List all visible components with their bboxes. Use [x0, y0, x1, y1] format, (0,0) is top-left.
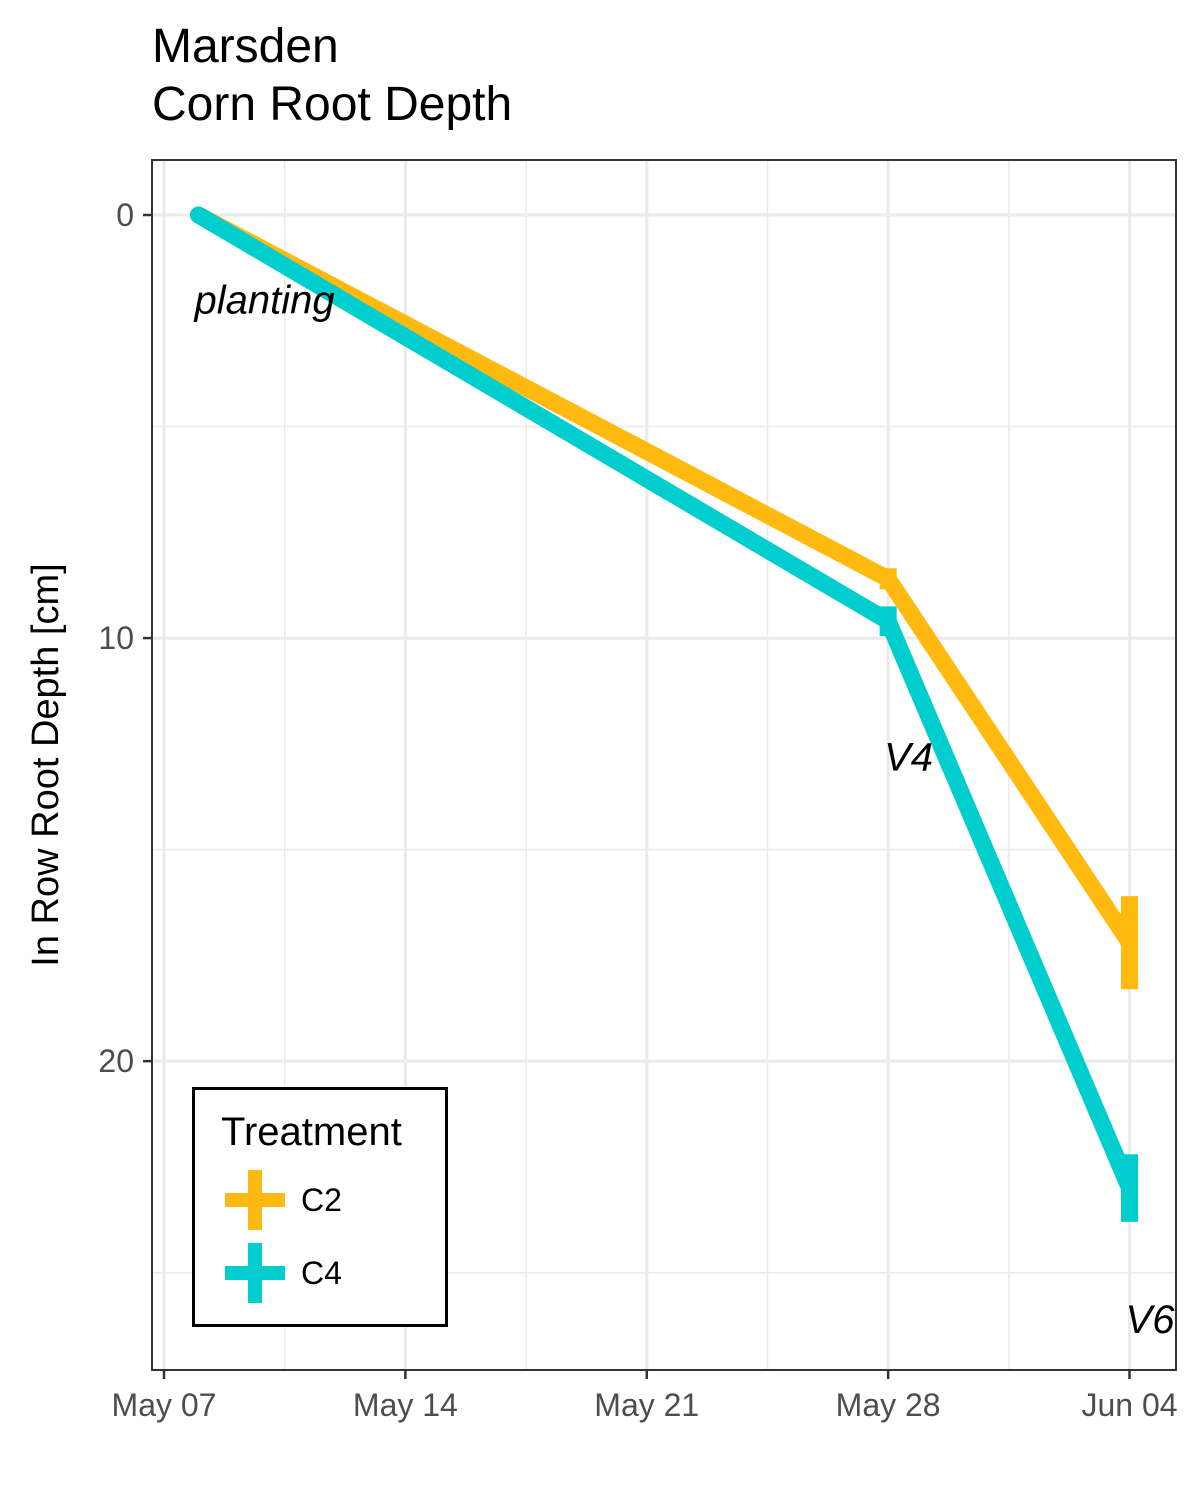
- y-tick-label: 20: [98, 1043, 134, 1079]
- chart-title: Marsden: [152, 20, 339, 73]
- data-point-c4: [886, 619, 891, 624]
- chart-subtitle: Corn Root Depth: [152, 78, 513, 131]
- data-point-c4: [1127, 1186, 1132, 1191]
- data-point-c2: [1127, 940, 1132, 945]
- x-tick-label: May 28: [836, 1387, 941, 1423]
- y-tick-label: 0: [116, 197, 134, 233]
- grid-lines: [152, 160, 1176, 1370]
- stage-annotation: planting: [193, 279, 334, 323]
- legend-key-c2: [225, 1170, 285, 1230]
- x-tick-label: May 14: [353, 1387, 458, 1423]
- legend-item-c4: C4: [225, 1243, 425, 1303]
- x-tick-label: Jun 04: [1081, 1387, 1177, 1423]
- legend-label-c2: C2: [301, 1182, 342, 1218]
- annotation-layer: planting V4 V6: [193, 279, 1175, 1343]
- x-tick-label: May 21: [594, 1387, 699, 1423]
- legend-title: Treatment: [221, 1110, 402, 1154]
- chart-title-block: Marsden Corn Root Depth: [152, 18, 512, 134]
- series-line-c4: [189, 206, 1139, 1197]
- legend-key-c4: [225, 1243, 285, 1303]
- stage-annotation: V6: [1126, 1298, 1176, 1342]
- legend-item-c2: C2: [225, 1170, 425, 1230]
- x-tick-label: May 07: [112, 1387, 217, 1423]
- data-point-c4: [196, 213, 201, 217]
- y-tick-label: 10: [98, 620, 134, 656]
- legend-key-c4-bar-v: [248, 1243, 262, 1303]
- data-point-c2: [886, 576, 891, 581]
- panel-border: [151, 159, 1177, 1371]
- axes: May 07 May 14 May 21 May 28 Jun 04 0 10 20: [98, 197, 1177, 1423]
- legend-key-c2-bar-v: [248, 1170, 262, 1230]
- legend-label-c4: C4: [301, 1255, 342, 1291]
- series-layer: [189, 206, 1139, 1222]
- stage-annotation: V4: [884, 736, 933, 780]
- legend: Treatment C2 C4: [192, 1087, 448, 1327]
- series-line-c2: [189, 206, 1139, 952]
- y-axis-label: In Row Root Depth [cm]: [25, 563, 67, 966]
